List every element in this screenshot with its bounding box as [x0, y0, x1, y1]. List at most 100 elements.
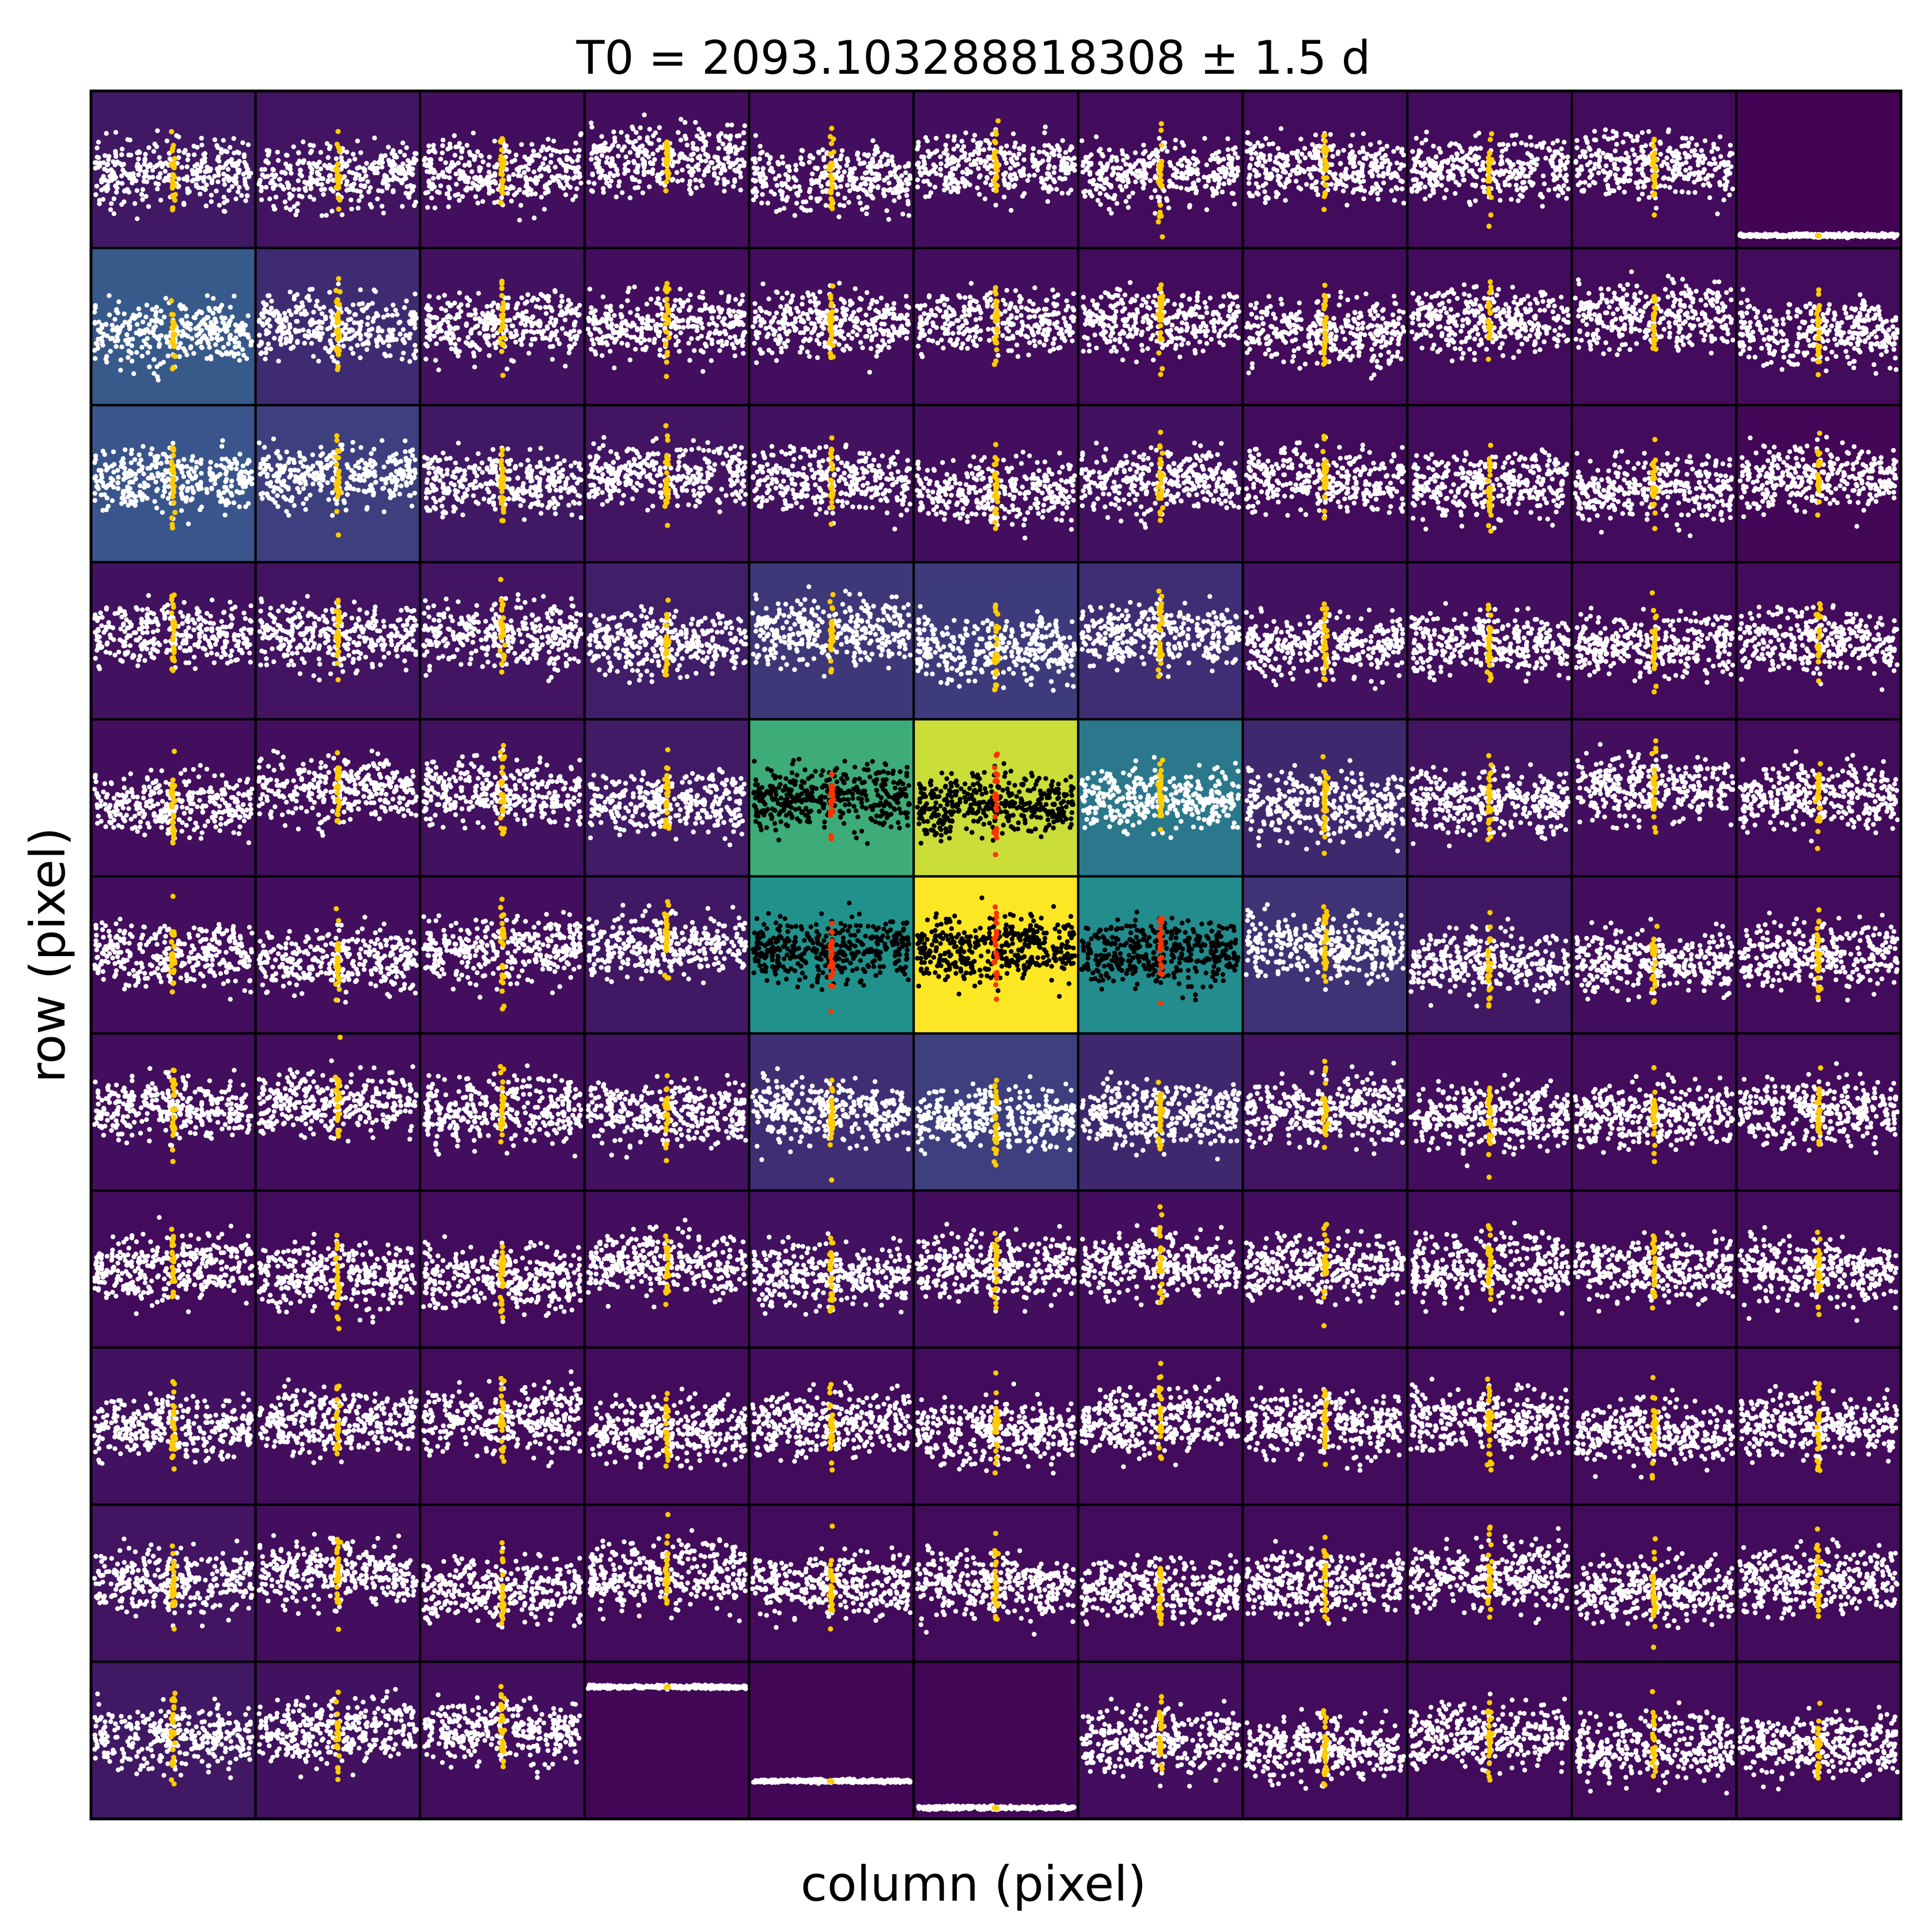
flux-point [601, 186, 605, 191]
flux-point [684, 137, 688, 141]
flux-point [276, 158, 281, 162]
flux-point [412, 203, 416, 208]
flux-point [225, 161, 229, 165]
flux-point [670, 164, 675, 168]
flux-point [135, 166, 140, 171]
flux-point [576, 154, 581, 158]
flux-point [443, 160, 448, 165]
flux-point [344, 150, 349, 154]
flux-point [884, 208, 889, 213]
flux-point [122, 199, 126, 204]
flux-point [143, 152, 147, 157]
flux-point [545, 187, 550, 191]
flux-point [401, 170, 406, 175]
flux-point [266, 153, 270, 157]
flux-point [372, 135, 377, 140]
flux-point [698, 154, 702, 158]
flux-point [469, 169, 474, 174]
flux-point [652, 157, 657, 162]
flux-point [426, 190, 430, 195]
flux-point [109, 178, 114, 183]
flux-point [549, 153, 554, 157]
flux-point [298, 168, 303, 173]
transit-point [336, 195, 341, 200]
flux-point [386, 145, 391, 149]
flux-point [579, 131, 584, 136]
flux-point [279, 170, 284, 175]
flux-point [815, 196, 819, 201]
flux-point [532, 215, 536, 220]
flux-point [274, 195, 278, 199]
flux-point [377, 160, 381, 164]
flux-point [326, 155, 331, 160]
flux-point [99, 177, 104, 182]
flux-point [605, 156, 609, 160]
flux-point [700, 183, 704, 188]
flux-point [577, 171, 582, 176]
flux-point [429, 195, 434, 200]
flux-point [688, 179, 692, 184]
flux-point [781, 161, 785, 165]
flux-point [438, 157, 443, 161]
flux-point [191, 172, 195, 176]
pixel-cell [256, 91, 421, 248]
flux-point [624, 154, 628, 159]
flux-point [431, 147, 436, 151]
flux-point [460, 149, 464, 154]
flux-point [275, 150, 280, 154]
flux-point [271, 168, 276, 172]
flux-point [155, 187, 160, 191]
flux-point [529, 192, 534, 196]
flux-point [94, 146, 99, 150]
flux-point [534, 175, 539, 180]
flux-point [468, 152, 472, 157]
flux-point [355, 166, 359, 170]
flux-point [126, 153, 131, 157]
flux-point [726, 155, 730, 160]
transit-point [335, 168, 340, 173]
flux-point [94, 161, 99, 165]
flux-point [847, 188, 852, 193]
flux-point [347, 158, 352, 163]
flux-point [637, 135, 642, 140]
transit-point [170, 179, 175, 184]
flux-point [385, 178, 390, 183]
flux-point [741, 141, 746, 145]
flux-point [836, 214, 841, 219]
flux-point [544, 182, 549, 187]
flux-point [304, 180, 308, 185]
flux-point [186, 153, 191, 157]
flux-point [457, 141, 462, 146]
flux-point [774, 209, 779, 214]
flux-point [567, 165, 572, 169]
flux-point [791, 175, 796, 180]
flux-point [364, 161, 369, 165]
flux-point [698, 179, 703, 183]
flux-point [719, 131, 723, 136]
flux-point [375, 196, 380, 201]
flux-point [120, 163, 124, 168]
flux-point [547, 168, 551, 173]
flux-point [459, 156, 463, 160]
flux-point [461, 176, 465, 181]
flux-point [516, 173, 520, 178]
flux-point [718, 171, 723, 176]
transit-point [664, 139, 669, 145]
flux-point [577, 148, 581, 153]
flux-point [656, 148, 660, 153]
flux-point [578, 181, 583, 185]
flux-point [217, 203, 222, 207]
flux-point [810, 172, 815, 176]
flux-point [398, 149, 403, 154]
flux-point [471, 131, 476, 135]
flux-point [325, 179, 330, 184]
flux-point [641, 191, 645, 195]
flux-point [623, 166, 627, 171]
flux-point [192, 153, 196, 157]
flux-point [529, 142, 534, 147]
flux-point [228, 145, 232, 150]
flux-point [646, 170, 650, 175]
flux-point [120, 147, 124, 151]
flux-point [291, 187, 296, 192]
flux-point [296, 161, 300, 166]
